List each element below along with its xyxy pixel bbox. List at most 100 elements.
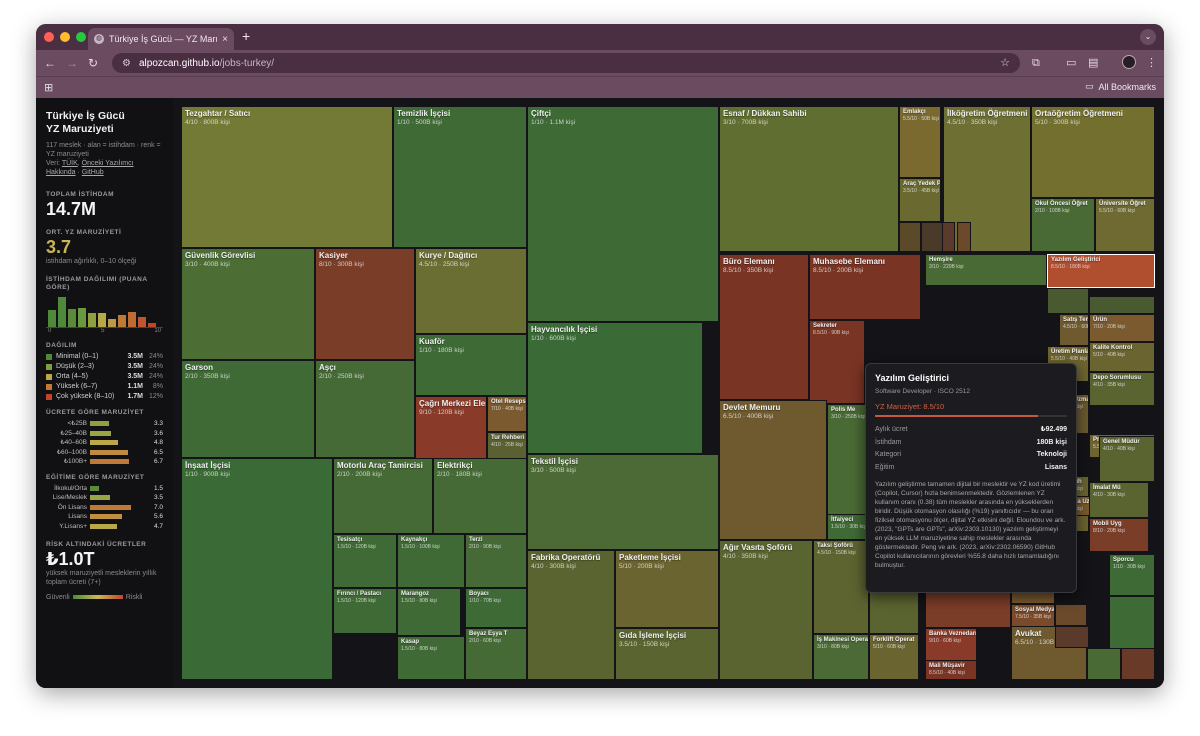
treemap-cell[interactable]: Kasiyer 8/10 · 300B kişi xyxy=(315,248,415,360)
treemap-cell[interactable]: Gıda İşleme İşçisi 3.5/10 · 150B kişi xyxy=(615,628,719,680)
treemap-cell[interactable]: Taksi Şoförü 4.5/10 · 150B kişi xyxy=(813,540,869,634)
treemap-cell[interactable]: Motorlu Araç Tamircisi 2/10 · 200B kişi xyxy=(333,458,433,534)
treemap-cell[interactable]: Boyacı 1/10 · 70B kişi xyxy=(465,588,527,628)
treemap-cell-name: Üretim Planlama xyxy=(1051,349,1089,355)
tab-active[interactable]: ◍ Türkiye İş Gücü — YZ Maruziy × xyxy=(88,28,234,50)
treemap-cell-name: Okul Öncesi Öğret xyxy=(1035,201,1088,207)
treemap-cell[interactable]: İmalat Mü 4/10 · 30B kişi xyxy=(1089,482,1149,518)
site-info-icon[interactable]: ⚙ xyxy=(122,57,131,69)
close-tab-icon[interactable]: × xyxy=(222,33,228,45)
treemap-cell[interactable]: Kaynakçı 1.5/10 · 100B kişi xyxy=(397,534,465,588)
treemap-cell-small[interactable] xyxy=(1087,648,1121,680)
zoom-window-button[interactable] xyxy=(76,32,86,42)
treemap-cell[interactable]: Kuaför 1/10 · 180B kişi xyxy=(415,334,527,396)
treemap-cell[interactable]: Forklift Operat 5/10 · 60B kişi xyxy=(869,634,919,680)
forward-arrow-icon[interactable]: → xyxy=(66,56,78,70)
treemap-cell[interactable]: Araç Yedek P 3.5/10 · 45B kişi xyxy=(899,178,941,222)
treemap-cell-stats: 6.5/10 · 400B kişi xyxy=(723,413,774,420)
treemap-cell[interactable]: Büro Elemanı 8.5/10 · 350B kişi xyxy=(719,254,809,400)
distribution-value: 1.1M xyxy=(127,383,143,390)
menu-kebab-icon[interactable]: ⋮ xyxy=(1146,57,1157,69)
treemap-cell[interactable]: Terzi 2/10 · 90B kişi xyxy=(465,534,527,588)
treemap-cell[interactable]: Tesisatçı 1.5/10 · 120B kişi xyxy=(333,534,397,588)
wage-row: ₺40–60B 4.8 xyxy=(46,438,163,448)
treemap-cell[interactable]: Üniversite Öğret 5.5/10 · 60B kişi xyxy=(1095,198,1155,252)
minimize-window-button[interactable] xyxy=(60,32,70,42)
treemap-cell[interactable]: Çağrı Merkezi Elem 9/10 · 120B kişi xyxy=(415,396,487,460)
treemap-cell[interactable]: Mali Müşavir 8.5/10 · 40B kişi xyxy=(925,660,977,680)
treemap-cell[interactable]: Satış Temsilcisi4.5/10 · 60B kişi xyxy=(1059,314,1089,346)
treemap-cell-small[interactable] xyxy=(957,222,971,252)
treemap-cell[interactable]: Garson 2/10 · 350B kişi xyxy=(181,360,315,458)
treemap-cell[interactable]: Mobil Uyg 8/10 · 20B kişi xyxy=(1089,518,1149,552)
tab-search-icon[interactable]: ⌄ xyxy=(1140,29,1156,45)
wage-name: <₺25B xyxy=(67,420,88,427)
treemap-cell[interactable]: Ağır Vasıta Şoförü 4/10 · 350B kişi xyxy=(719,540,813,680)
treemap-cell[interactable]: Ortaöğretim Öğretmeni 5/10 · 300B kişi xyxy=(1031,106,1155,198)
treemap-cell[interactable]: Hemşire 3/10 · 220B kişi xyxy=(925,254,1047,286)
treemap-cell[interactable]: Temizlik İşçisi 1/10 · 500B kişi xyxy=(393,106,527,248)
tooltip-key: İstihdam xyxy=(875,438,902,446)
treemap-cell[interactable]: Yazılım Geliştirici 8.5/10 · 180B kişi xyxy=(1047,254,1155,288)
all-bookmarks-button[interactable]: ▭ All Bookmarks xyxy=(1084,81,1156,92)
treemap-cell[interactable]: İş Makinesi Operat 3/10 · 80B kişi xyxy=(813,634,869,680)
treemap-cell[interactable]: Elektrikçi 2/10 · 180B kişi xyxy=(433,458,527,534)
treemap-cell[interactable]: Marangoz 1.5/10 · 80B kişi xyxy=(397,588,461,636)
treemap-cell[interactable]: Kalite Kontrol 5/10 · 40B kişi xyxy=(1089,342,1155,372)
reading-list-icon[interactable]: ▤ xyxy=(1088,57,1099,69)
treemap-cell-small[interactable] xyxy=(1089,296,1155,314)
link-about[interactable]: Hakkında xyxy=(46,169,76,176)
treemap-cell-small[interactable] xyxy=(899,222,921,252)
link-previous-software[interactable]: Önceki Yazılımcı xyxy=(81,160,134,167)
treemap-cell[interactable]: Güvenlik Görevlisi 3/10 · 400B kişi xyxy=(181,248,315,360)
treemap-cell-small[interactable] xyxy=(1055,604,1087,626)
treemap-cell-small[interactable] xyxy=(941,222,955,252)
treemap-cell-stats: 2/10 · 350B kişi xyxy=(185,373,230,380)
treemap-cell[interactable]: Fabrika Operatörü 4/10 · 300B kişi xyxy=(527,550,615,680)
treemap-cell[interactable]: Muhasebe Elemanı 8.5/10 · 200B kişi xyxy=(809,254,921,320)
treemap-cell-small[interactable] xyxy=(1047,288,1089,314)
treemap-cell[interactable]: Sporcu 1/10 · 30B kişi xyxy=(1109,554,1155,596)
back-arrow-icon[interactable]: ← xyxy=(44,56,56,70)
apps-grid-icon[interactable]: ⊞ xyxy=(44,82,54,94)
treemap-cell[interactable]: Beyaz Eşya T 2/10 · 60B kişi xyxy=(465,628,527,680)
treemap-cell[interactable]: Devlet Memuru 6.5/10 · 400B kişi xyxy=(719,400,827,540)
treemap-cell[interactable]: Tekstil İşçisi 3/10 · 500B kişi xyxy=(527,454,719,550)
treemap-cell[interactable]: Kurye / Dağıtıcı 4.5/10 · 250B kişi xyxy=(415,248,527,334)
reload-icon[interactable]: ↻ xyxy=(88,56,99,70)
treemap-cell[interactable]: Okul Öncesi Öğret 2/10 · 100B kişi xyxy=(1031,198,1095,252)
treemap-cell[interactable]: Ürün 7/10 · 20B kişi xyxy=(1089,314,1155,342)
treemap-cell-small[interactable] xyxy=(1121,648,1155,680)
treemap-cell[interactable]: Fırıncı / Pastacı 1.5/10 · 120B kişi xyxy=(333,588,397,634)
treemap-cell[interactable]: Tezgahtar / Satıcı 4/10 · 800B kişi xyxy=(181,106,393,248)
treemap-cell[interactable]: Çiftçi 1/10 · 1.1M kişi xyxy=(527,106,719,322)
treemap-cell-small[interactable] xyxy=(921,222,943,252)
profile-avatar[interactable] xyxy=(1122,55,1136,69)
treemap-cell-stats: 5.5/10 · 60B kişi xyxy=(1099,208,1135,214)
bookmark-star-icon[interactable]: ☆ xyxy=(1000,57,1010,69)
extensions-icon[interactable]: ⧉ xyxy=(1032,57,1040,69)
treemap-cell[interactable]: Tur Rehberi 4/10 · 25B kişi xyxy=(487,432,527,460)
treemap-cell[interactable]: Hayvancılık İşçisi 1/10 · 600B kişi xyxy=(527,322,703,454)
close-window-button[interactable] xyxy=(44,32,54,42)
address-bar[interactable]: ⚙ alpozcan.github.io/jobs-turkey/ ☆ xyxy=(112,53,1020,73)
treemap-cell-name: Fabrika Operatörü xyxy=(531,553,601,562)
link-tuik[interactable]: TÜİK xyxy=(61,160,78,167)
treemap-cell[interactable]: Paketleme İşçisi 5/10 · 200B kişi xyxy=(615,550,719,628)
treemap-cell[interactable]: Sekreter 8.5/10 · 90B kişi xyxy=(809,320,865,404)
treemap-cell-small[interactable] xyxy=(1055,626,1089,648)
treemap-cell[interactable]: Kasap 1.5/10 · 80B kişi xyxy=(397,636,465,680)
treemap-cell[interactable]: Emlakçı 5.5/10 · 50B kişi xyxy=(899,106,941,178)
treemap-cell[interactable]: Genel Müdür 4/10 · 40B kişi xyxy=(1099,436,1155,482)
treemap-cell[interactable]: Esnaf / Dükkan Sahibi 3/10 · 700B kişi xyxy=(719,106,899,252)
new-tab-icon[interactable]: + xyxy=(242,28,251,44)
treemap-cell[interactable]: Otel Resepsi 7/10 · 40B kişi xyxy=(487,396,527,432)
treemap-cell[interactable]: Aşçı 2/10 · 250B kişi xyxy=(315,360,415,458)
treemap-cell-name: Hayvancılık İşçisi xyxy=(531,325,598,334)
link-github[interactable]: GitHub xyxy=(81,169,104,176)
treemap-cell[interactable]: İtfaiyeci 1.5/10 · 30B kişi xyxy=(827,514,871,540)
treemap-cell[interactable]: İnşaat İşçisi 1/10 · 900B kişi xyxy=(181,458,333,680)
treemap-cell-name: Çiftçi xyxy=(531,109,551,118)
treemap-cell[interactable]: Depo Sorumlusu 4/10 · 35B kişi xyxy=(1089,372,1155,406)
cast-icon[interactable]: ▭ xyxy=(1066,57,1077,69)
